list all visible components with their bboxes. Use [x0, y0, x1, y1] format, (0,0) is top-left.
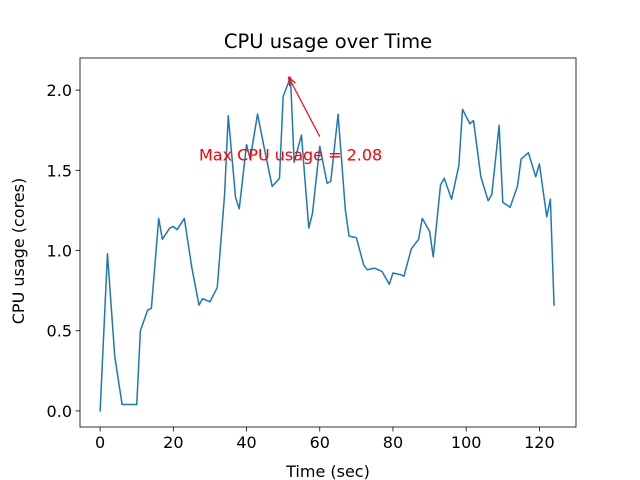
annotation-label: Max CPU usage = 2.08 [199, 145, 382, 164]
x-tick-label: 100 [451, 433, 482, 452]
annotation-arrow-shaft [288, 76, 321, 137]
x-tick-label: 60 [310, 433, 330, 452]
axes: 0 20 40 60 80 100 120 0.0 0.5 1.0 1.5 2.0 [47, 57, 577, 452]
y-tick-label: 0.5 [47, 322, 72, 341]
chart-title: CPU usage over Time [224, 30, 432, 53]
annotation-arrow-head [287, 75, 296, 87]
x-tick-label: 120 [524, 433, 555, 452]
max-annotation: Max CPU usage = 2.08 [199, 75, 382, 164]
plot-area [99, 76, 555, 412]
y-tick-label: 1.0 [47, 242, 72, 261]
y-tick-label: 2.0 [47, 81, 72, 100]
x-tick-label: 20 [163, 433, 183, 452]
x-tick-label: 80 [383, 433, 403, 452]
x-tick-label: 0 [95, 433, 105, 452]
y-tick-label: 1.5 [47, 161, 72, 180]
axes-frame [79, 57, 577, 428]
series-line-0 [99, 76, 555, 412]
y-axis-label: CPU usage (cores) [9, 178, 28, 324]
y-tick-label: 0.0 [47, 402, 72, 421]
x-tick-label: 40 [236, 433, 256, 452]
x-axis-label: Time (sec) [285, 462, 370, 480]
